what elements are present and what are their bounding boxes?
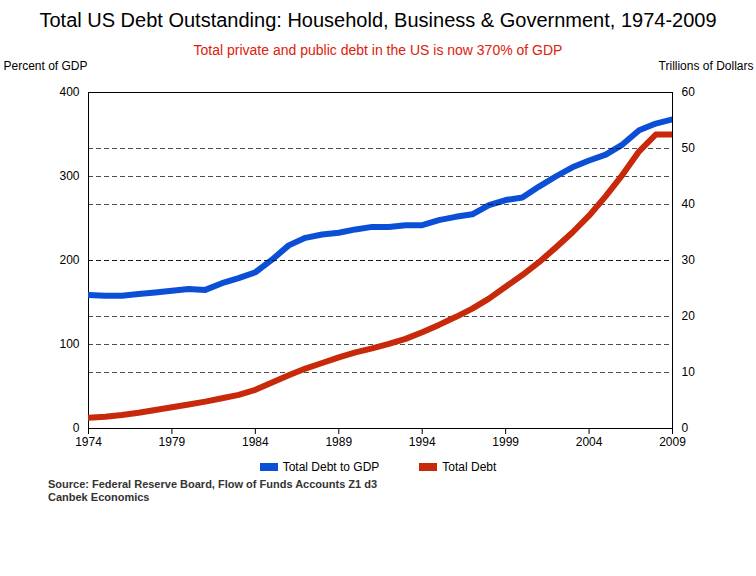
- svg-text:Percent of GDP: Percent of GDP: [4, 59, 88, 73]
- svg-text:2009: 2009: [659, 435, 686, 449]
- svg-text:1979: 1979: [159, 435, 186, 449]
- svg-text:0: 0: [682, 421, 689, 435]
- svg-text:200: 200: [59, 253, 79, 267]
- svg-text:400: 400: [59, 85, 79, 99]
- html-text:Total private and public debt: Total private and public debt in the US …: [193, 42, 563, 58]
- svg-text:1989: 1989: [325, 435, 352, 449]
- svg-text:40: 40: [682, 197, 696, 211]
- svg-text:1999: 1999: [492, 435, 519, 449]
- svg-text:100: 100: [59, 337, 79, 351]
- html-text:Source: Federal Reserve Board,: Source: Federal Reserve Board, Flow of F…: [48, 478, 378, 490]
- html-text:Total US Debt Outstanding: Hou: Total US Debt Outstanding: Household, Bu…: [39, 9, 717, 31]
- svg-text:10: 10: [682, 365, 696, 379]
- svg-text:Trillions of Dollars: Trillions of Dollars: [659, 59, 754, 73]
- svg-text:1984: 1984: [242, 435, 269, 449]
- html-text:Total Debt: Total Debt: [442, 460, 497, 474]
- svg-text:30: 30: [682, 253, 696, 267]
- svg-text:1974: 1974: [75, 435, 102, 449]
- html-text:Canbek Economics: Canbek Economics: [48, 491, 150, 503]
- svg-text:300: 300: [59, 169, 79, 183]
- svg-text:0: 0: [73, 421, 80, 435]
- svg-text:1994: 1994: [409, 435, 436, 449]
- svg-text:50: 50: [682, 141, 696, 155]
- svg-text:60: 60: [682, 85, 696, 99]
- svg-text:20: 20: [682, 309, 696, 323]
- html-text:Total Debt to GDP: Total Debt to GDP: [282, 460, 380, 474]
- svg-text:2004: 2004: [576, 435, 603, 449]
